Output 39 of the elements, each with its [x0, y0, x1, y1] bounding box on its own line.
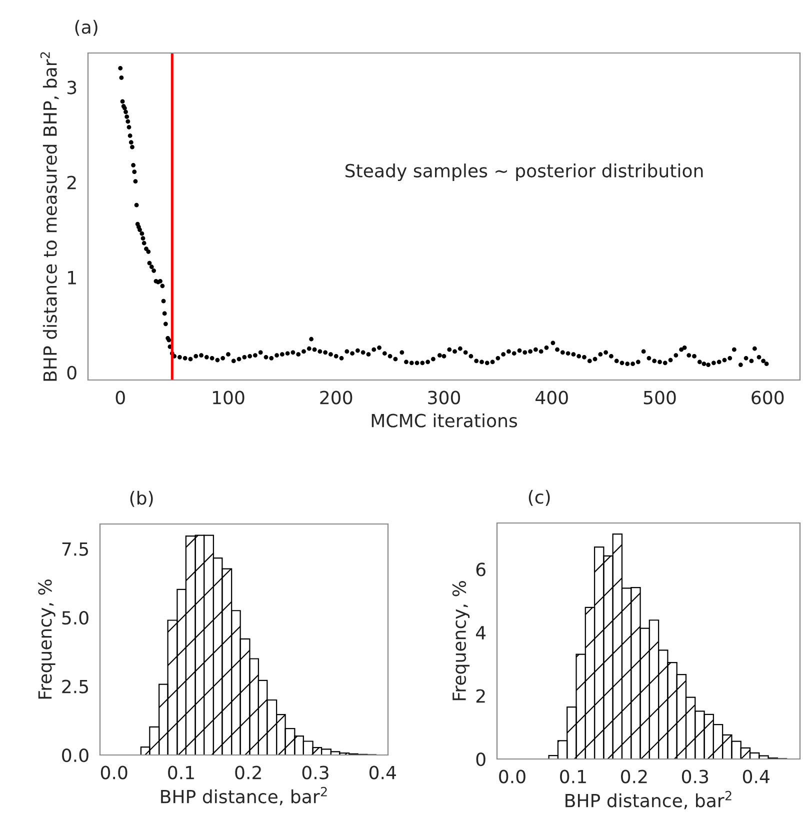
x-tick-label: 0.4 [369, 766, 396, 780]
x-tick-label: 200 [320, 390, 352, 404]
y-tick-label: 7.5 [62, 542, 88, 556]
x-tick-label: 400 [536, 390, 568, 404]
x-tick-label: 0.2 [621, 770, 647, 784]
x-tick-label: 0.1 [560, 770, 586, 784]
x-tick-label: 0 [116, 390, 125, 404]
chart-title: (c) [528, 490, 550, 506]
x-tick-label: 0.4 [742, 770, 770, 784]
x-tick-label: 0.3 [682, 770, 708, 784]
y-tick-label: 0 [67, 366, 76, 380]
x-tick-label: 0.1 [168, 766, 194, 780]
x-tick-label: 100 [212, 390, 244, 404]
x-axis-title: BHP distance, bar$^{2}$ [161, 786, 327, 806]
annotation: Steady samples ~ posterior distribution [346, 164, 703, 182]
x-axis-title: BHP distance, bar$^{2}$ [566, 790, 732, 810]
chart-title: (b) [130, 490, 153, 507]
y-tick-label: 6 [476, 562, 486, 576]
y-axis-title: Frequency, % [38, 580, 56, 699]
y-tick-label: 0.0 [62, 748, 88, 762]
y-axis-title: Frequency, % [452, 581, 470, 700]
chart-title: (a) [75, 20, 98, 36]
x-tick-label: 0.0 [100, 766, 128, 780]
y-tick-label: 4 [476, 626, 486, 640]
x-tick-label: 600 [752, 390, 784, 404]
y-tick-label: 2.5 [62, 680, 88, 694]
y-tick-label: 2 [476, 689, 485, 703]
x-tick-label: 300 [428, 390, 460, 404]
y-tick-label: 5.0 [62, 610, 88, 625]
y-axis-title: BHP distance to measured BHP, bar$^{2}$ [40, 52, 59, 381]
x-tick-label: 500 [644, 390, 676, 404]
y-tick-label: 0 [476, 752, 486, 766]
y-tick-label: 3 [67, 80, 76, 94]
x-tick-label: 0.3 [302, 766, 328, 780]
x-tick-label: 0.0 [499, 770, 526, 784]
y-tick-label: 2 [67, 176, 76, 190]
x-tick-label: 0.2 [235, 766, 261, 780]
y-tick-label: 1 [68, 271, 76, 284]
x-axis-title: MCMC iterations [372, 413, 518, 428]
